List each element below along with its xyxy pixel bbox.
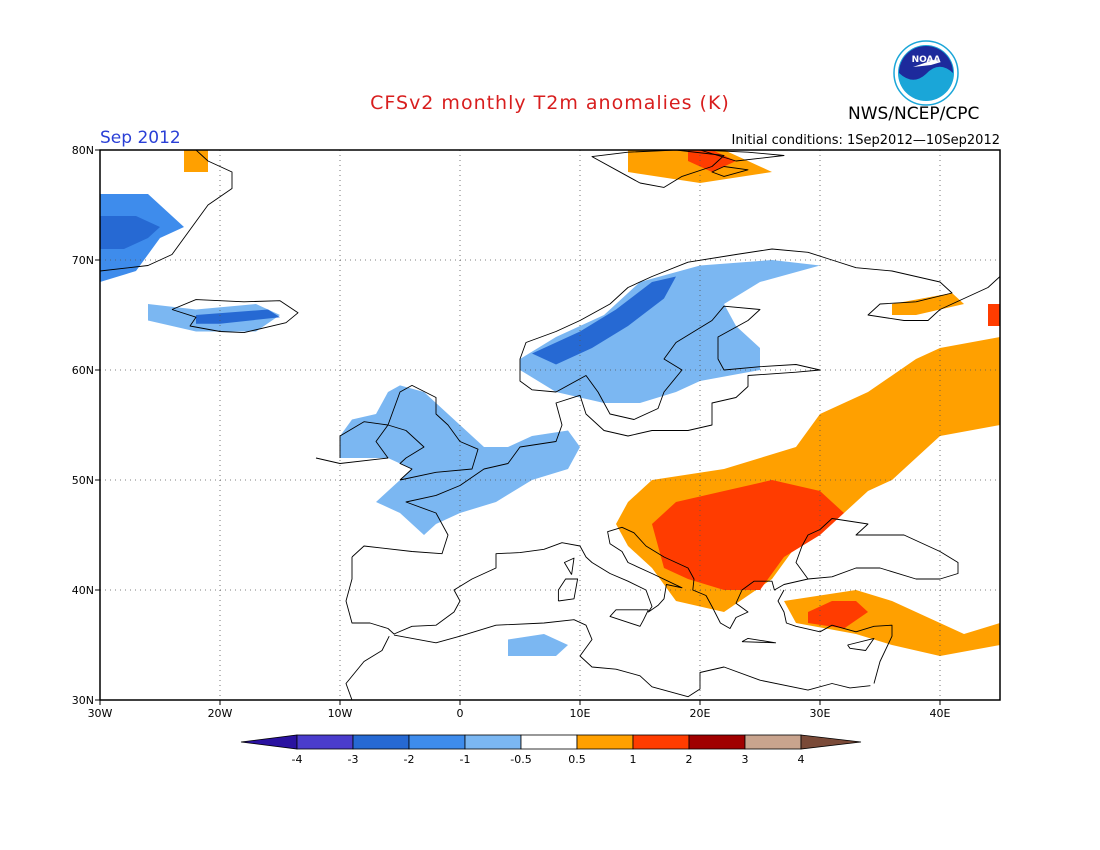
anomaly-region-7 <box>508 634 568 656</box>
coastline-12 <box>171 299 299 334</box>
coastline-9 <box>563 557 575 575</box>
anomaly-region-5 <box>532 276 676 365</box>
lon-tick-label: 30W <box>88 707 113 720</box>
anomaly-region-16 <box>988 304 1000 326</box>
lon-tick-label: 40E <box>930 707 951 720</box>
colorbar-min-arrow <box>240 734 298 750</box>
lat-tick-label: 30N <box>72 694 94 707</box>
lat-tick-label: 70N <box>72 254 94 267</box>
coastline-6 <box>345 635 390 700</box>
colorbar-label: -4 <box>292 753 303 766</box>
map-frame <box>99 149 1001 701</box>
coastline-16 <box>711 166 749 177</box>
colorbar-box <box>352 734 410 750</box>
colorbar-label: 0.5 <box>568 753 586 766</box>
coastline-5 <box>393 619 871 698</box>
colorbar-box <box>576 734 634 750</box>
colorbar: -4 -3 -2 -1 -0.5 0.5 1 2 3 4 <box>240 734 862 766</box>
colorbar-label: 3 <box>742 753 749 766</box>
lon-tick-label: 10W <box>328 707 353 720</box>
lat-tick-label: 40N <box>72 584 94 597</box>
coastline-4 <box>777 589 893 684</box>
initial-conditions-label: Initial conditions: 1Sep2012—10Sep2012 <box>731 133 1000 148</box>
colorbar-label: 2 <box>686 753 693 766</box>
coastline-10 <box>741 637 777 644</box>
colorbar-label: -1 <box>460 753 471 766</box>
colorbar-box <box>464 734 522 750</box>
lon-tick-label: 0 <box>457 707 464 720</box>
anomaly-regions <box>100 150 1000 656</box>
colorbar-box <box>688 734 746 750</box>
organization-label: NWS/NCEP/CPC <box>848 104 980 124</box>
coastline-1 <box>387 384 479 481</box>
colorbar-label: -3 <box>348 753 359 766</box>
axis-ticks: 30W 20W 10W 0 10E 20E 30E 40E 30N 40N 50N 60N 70N 80N <box>72 144 951 720</box>
anomaly-region-10 <box>892 293 964 315</box>
anomaly-region-1 <box>100 216 160 249</box>
coastline-11 <box>847 637 875 651</box>
lon-tick-label: 20W <box>208 707 233 720</box>
lon-tick-label: 10E <box>570 707 591 720</box>
coastline-15 <box>699 150 785 162</box>
coastline-14 <box>591 150 725 188</box>
anomaly-region-4 <box>520 260 820 403</box>
lat-tick-label: 50N <box>72 474 94 487</box>
coastline-3 <box>345 518 959 635</box>
anomaly-region-14 <box>808 601 868 629</box>
colorbar-max-arrow <box>800 734 862 750</box>
anomaly-region-3 <box>196 309 280 324</box>
lon-tick-label: 20E <box>690 707 711 720</box>
lat-tick-label: 80N <box>72 144 94 157</box>
colorbar-label: 1 <box>630 753 637 766</box>
logo-text: NOAA <box>912 55 941 65</box>
map-title: CFSv2 monthly T2m anomalies (K) <box>370 92 730 114</box>
month-label: Sep 2012 <box>100 128 181 148</box>
anomaly-region-11 <box>184 150 208 172</box>
colorbar-box <box>632 734 690 750</box>
coastline-2 <box>351 248 1000 558</box>
colorbar-box <box>296 734 354 750</box>
map-gridlines <box>100 150 1000 700</box>
lat-tick-label: 60N <box>72 364 94 377</box>
colorbar-box <box>744 734 802 750</box>
coastline-7 <box>609 609 649 627</box>
colorbar-label: -0.5 <box>510 753 531 766</box>
noaa-logo: NOAA <box>893 40 959 106</box>
coastline-8 <box>557 578 579 602</box>
colorbar-label: 4 <box>798 753 805 766</box>
coastline-0 <box>315 421 389 464</box>
colorbar-box <box>408 734 466 750</box>
lon-tick-label: 30E <box>810 707 831 720</box>
colorbar-label: -2 <box>404 753 415 766</box>
coastlines <box>100 150 1000 700</box>
anomaly-region-13 <box>652 480 844 590</box>
colorbar-box <box>520 734 578 750</box>
coastline-13 <box>100 150 233 272</box>
